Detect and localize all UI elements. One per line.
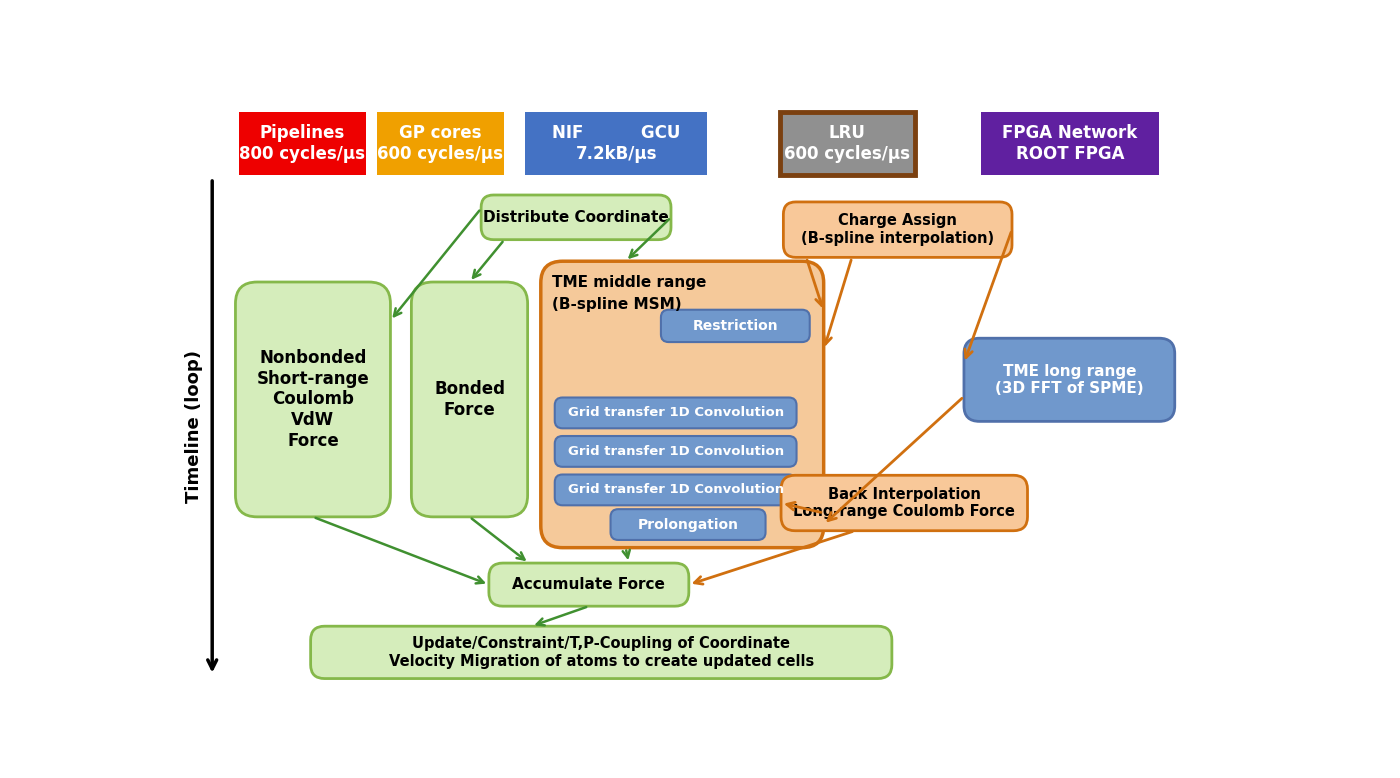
FancyBboxPatch shape (965, 338, 1175, 422)
Text: Charge Assign
(B-spline interpolation): Charge Assign (B-spline interpolation) (801, 213, 994, 246)
FancyBboxPatch shape (781, 475, 1028, 531)
Text: Accumulate Force: Accumulate Force (512, 577, 665, 592)
Bar (525, 112, 707, 175)
Text: Restriction: Restriction (693, 319, 778, 333)
FancyBboxPatch shape (235, 282, 391, 517)
FancyBboxPatch shape (489, 563, 689, 606)
FancyBboxPatch shape (784, 202, 1012, 258)
Text: Grid transfer 1D Convolution: Grid transfer 1D Convolution (567, 483, 784, 496)
FancyBboxPatch shape (412, 282, 528, 517)
FancyBboxPatch shape (554, 475, 797, 505)
Text: Update/Constraint/T,P-Coupling of Coordinate
Velocity Migration of atoms to crea: Update/Constraint/T,P-Coupling of Coordi… (389, 636, 813, 668)
Text: Bonded
Force: Bonded Force (434, 380, 505, 419)
FancyBboxPatch shape (554, 398, 797, 429)
Text: Distribute Coordinate: Distribute Coordinate (483, 210, 669, 225)
Text: FPGA Network
ROOT FPGA: FPGA Network ROOT FPGA (1002, 124, 1138, 163)
Text: (B-spline MSM): (B-spline MSM) (553, 297, 682, 312)
Bar (780, 112, 916, 175)
Text: Timeline (loop): Timeline (loop) (185, 350, 203, 503)
FancyBboxPatch shape (661, 310, 809, 342)
Bar (377, 112, 504, 175)
Text: TME long range
(3D FFT of SPME): TME long range (3D FFT of SPME) (995, 363, 1144, 396)
FancyBboxPatch shape (554, 436, 797, 467)
Text: NIF          GCU
7.2kB/μs: NIF GCU 7.2kB/μs (552, 124, 680, 163)
Text: Prolongation: Prolongation (637, 517, 739, 531)
FancyBboxPatch shape (311, 626, 892, 678)
Text: Grid transfer 1D Convolution: Grid transfer 1D Convolution (567, 445, 784, 458)
Bar (981, 112, 1159, 175)
FancyBboxPatch shape (540, 261, 823, 548)
Text: LRU
600 cycles/μs: LRU 600 cycles/μs (784, 124, 910, 163)
Text: Pipelines
800 cycles/μs: Pipelines 800 cycles/μs (239, 124, 365, 163)
Bar (238, 112, 367, 175)
Text: Grid transfer 1D Convolution: Grid transfer 1D Convolution (567, 406, 784, 419)
FancyBboxPatch shape (482, 195, 671, 240)
FancyBboxPatch shape (610, 509, 766, 540)
Text: Back Interpolation
Long-range Coulomb Force: Back Interpolation Long-range Coulomb Fo… (794, 487, 1015, 519)
Text: GP cores
600 cycles/μs: GP cores 600 cycles/μs (378, 124, 504, 163)
Text: TME middle range: TME middle range (553, 275, 707, 290)
Text: Nonbonded
Short-range
Coulomb
VdW
Force: Nonbonded Short-range Coulomb VdW Force (256, 349, 370, 450)
